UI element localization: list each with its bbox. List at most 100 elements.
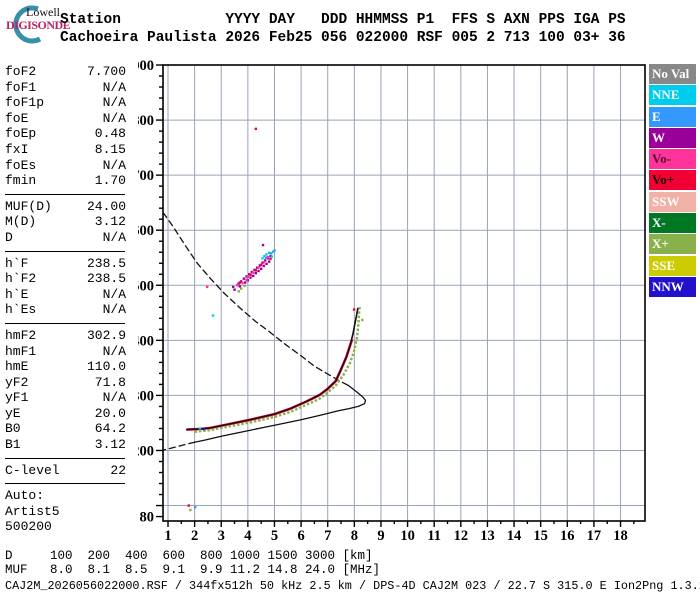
echo-dot-w xyxy=(257,269,260,273)
echo-dot-w xyxy=(249,276,252,279)
echo-dot-e xyxy=(270,252,273,255)
x-tick-label: 6 xyxy=(297,528,304,544)
echo-dot-nne xyxy=(211,314,215,317)
echo-dot-nne xyxy=(263,254,266,258)
x-tick-label: 2 xyxy=(191,528,198,544)
scaled-parameters-panel: foF2 7.700 foF1 N/A foF1p N/A foE N/A foEp 0.48 fx… xyxy=(5,64,126,535)
param-value: N/A xyxy=(102,343,126,359)
x-tick-label: 4 xyxy=(244,528,251,544)
param-value: 1.70 xyxy=(94,173,126,189)
lowell-digisonde-logo: Lowell DIGISONDE xyxy=(2,2,71,44)
echo-dot-nne xyxy=(270,255,274,258)
param-value: 22 xyxy=(110,462,126,478)
param-label: foEp xyxy=(5,126,37,142)
logo-digisonde-text: DIGISONDE xyxy=(6,18,71,32)
param-row-h-e: h`E N/A xyxy=(5,287,126,303)
echo-dot-vo- xyxy=(205,285,209,289)
param-label: MUF(D) xyxy=(5,198,52,214)
x-tick-label: 5 xyxy=(271,528,278,544)
echo-dot-vo- xyxy=(241,281,244,285)
param-divider xyxy=(5,322,125,324)
header-column-titles: Station YYYY DAY DDD HHMMSS P1 FFS S AXN… xyxy=(60,12,626,28)
plot-frame xyxy=(162,64,646,522)
echo-dot-w xyxy=(245,275,248,278)
param-row-hme: hmE 110.0 xyxy=(5,359,126,375)
param-row-foe: foE N/A xyxy=(5,111,126,127)
param-label: hmF2 xyxy=(5,327,37,343)
param-value: 3.12 xyxy=(94,214,126,230)
param-row-foes: foEs N/A xyxy=(5,158,126,174)
param-label: fmin xyxy=(5,173,37,189)
param-divider xyxy=(5,250,125,252)
param-label: foE xyxy=(5,110,29,126)
y-tick-label: 500 xyxy=(138,278,154,294)
echo-dot-vo- xyxy=(257,266,260,269)
param-value: N/A xyxy=(102,157,126,173)
param-row-fof1p: foF1p N/A xyxy=(5,95,126,111)
x-tick-label: 16 xyxy=(560,528,575,544)
param-value: 238.5 xyxy=(86,255,126,271)
echo-dot-vo+ xyxy=(249,273,252,277)
echo-dot-w xyxy=(232,285,235,289)
param-value: N/A xyxy=(102,302,126,318)
param-footer-line: Artist5 xyxy=(5,503,60,519)
param-value: 238.5 xyxy=(86,271,126,287)
ionogram-plot: 1234567891011121314151617189008007006005… xyxy=(138,58,646,544)
echo-dot-vo- xyxy=(245,278,248,281)
echo-dot-w xyxy=(262,264,266,268)
x-tick-label: 10 xyxy=(400,528,415,544)
param-label: fxI xyxy=(5,141,29,157)
echo-dot-vo+ xyxy=(187,504,190,507)
echo-dot-x+ xyxy=(189,508,192,512)
x-tick-label: 15 xyxy=(533,528,548,544)
legend-item-x+: X+ xyxy=(649,234,696,255)
x-tick-label: 8 xyxy=(351,528,358,544)
param-row-ye: yE 20.0 xyxy=(5,406,126,422)
echo-dot-vo+ xyxy=(254,127,258,131)
echo-dot-w xyxy=(250,270,254,274)
param-row-yf2: yF2 71.8 xyxy=(5,375,126,391)
echo-dot-w xyxy=(265,262,268,266)
echo-dot-vo+ xyxy=(269,257,272,261)
echo-dot-nne xyxy=(267,251,271,254)
param-footer-line: 500200 xyxy=(5,519,52,535)
param-divider xyxy=(5,193,125,195)
param-value: N/A xyxy=(102,110,126,126)
param-value: N/A xyxy=(102,390,126,406)
echo-dot-vo- xyxy=(266,255,270,259)
param-row-fof2: foF2 7.700 xyxy=(5,64,126,80)
param-row-h-es: h`Es N/A xyxy=(5,302,126,318)
direction-color-legend: No Val NNE E W Vo- Vo+ SSW X- X+ SSE NNW xyxy=(649,64,696,298)
echo-dot-vo+ xyxy=(254,269,258,272)
transmission-curve-nose-lower xyxy=(193,384,367,443)
echo-dot-vo+ xyxy=(238,281,242,284)
echo-dot-w xyxy=(259,267,263,270)
legend-item-w: W xyxy=(649,127,696,148)
legend-item-ssw: SSW xyxy=(649,191,696,212)
echo-dot-w xyxy=(240,280,243,283)
param-row-b0: B0 64.2 xyxy=(5,421,126,437)
param-label: yF2 xyxy=(5,374,29,390)
y-tick-label: 800 xyxy=(138,113,154,129)
echo-dot-w xyxy=(254,271,258,275)
y-tick-label: 200 xyxy=(138,443,154,459)
y-tick-label: 400 xyxy=(138,333,154,349)
param-value: 71.8 xyxy=(94,374,126,390)
x-tick-label: 14 xyxy=(507,528,522,544)
param-value: 3.12 xyxy=(94,437,126,453)
param-label: h`E xyxy=(5,286,29,302)
param-row-b1: B1 3.12 xyxy=(5,437,126,453)
echo-dot-w xyxy=(243,281,247,284)
x-tick-label: 7 xyxy=(324,528,331,544)
y-tick-label: 700 xyxy=(138,168,154,184)
param-label: hmF1 xyxy=(5,343,37,359)
legend-item-x-: X- xyxy=(649,213,696,234)
param-value: N/A xyxy=(102,79,126,95)
echo-dot-x+ xyxy=(243,284,246,288)
logo-lowell-text: Lowell xyxy=(26,5,60,19)
echo-dot-w xyxy=(269,254,272,258)
param-label: D xyxy=(5,229,13,245)
param-footer-line: Auto: xyxy=(5,488,45,504)
echo-dot-vo+ xyxy=(352,308,356,311)
param-value: 302.9 xyxy=(86,327,126,343)
